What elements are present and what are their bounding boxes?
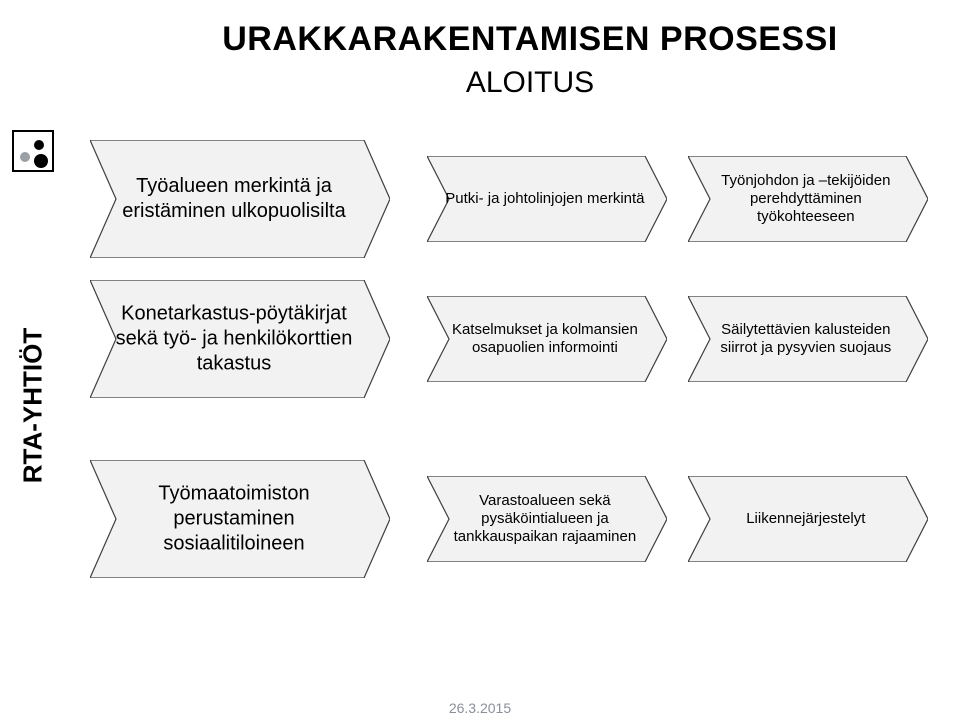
chev-big-1-label: Työalueen merkintä ja eristäminen ulkopu… [106, 174, 362, 224]
flow-row-1: Työalueen merkintä ja eristäminen ulkopu… [90, 140, 940, 258]
flow-row-2: Konetarkastus-pöytäkirjat sekä työ- ja h… [90, 280, 940, 398]
flow-row-3: Työmaatoimiston perustaminen sosiaalitil… [90, 460, 940, 578]
chev-sm-2b-label: Säilytettävien kalusteiden siirrot ja py… [706, 321, 906, 357]
logo-dot-grey [20, 152, 30, 162]
page-subtitle: ALOITUS [120, 66, 940, 100]
chev-sm-2b: Säilytettävien kalusteiden siirrot ja py… [688, 296, 928, 382]
chev-big-1: Työalueen merkintä ja eristäminen ulkopu… [90, 140, 390, 258]
chev-big-2-label: Konetarkastus-pöytäkirjat sekä työ- ja h… [106, 302, 362, 377]
chev-sm-1b-label: Työnjohdon ja –tekijöiden perehdyttämine… [706, 172, 906, 226]
chev-sm-2a-label: Katselmukset ja kolmansien osapuolien in… [445, 321, 645, 357]
rta-logo-icon [12, 130, 54, 172]
chev-sm-3b-label: Liikennejärjestelyt [706, 510, 906, 528]
page-title: URAKKARAKENTAMISEN PROSESSI [120, 20, 940, 59]
chev-sm-1a-label: Putki- ja johtolinjojen merkintä [445, 190, 645, 208]
logo-dot-black-small [34, 140, 44, 150]
chev-big-2: Konetarkastus-pöytäkirjat sekä työ- ja h… [90, 280, 390, 398]
logo-dot-black-large [34, 154, 48, 168]
chev-sm-3b: Liikennejärjestelyt [688, 476, 928, 562]
chev-big-3: Työmaatoimiston perustaminen sosiaalitil… [90, 460, 390, 578]
chev-sm-1a: Putki- ja johtolinjojen merkintä [427, 156, 667, 242]
chev-sm-2a: Katselmukset ja kolmansien osapuolien in… [427, 296, 667, 382]
chev-big-3-label: Työmaatoimiston perustaminen sosiaalitil… [106, 482, 362, 557]
chev-sm-3a-label: Varastoalueen sekä pysäköintialueen ja t… [445, 492, 645, 546]
chev-sm-1b: Työnjohdon ja –tekijöiden perehdyttämine… [688, 156, 928, 242]
sidebar-vertical-text: RTA-YHTIÖT [18, 328, 49, 484]
footer-date: 26.3.2015 [0, 700, 960, 716]
slide: URAKKARAKENTAMISEN PROSESSI ALOITUS RTA-… [0, 0, 960, 728]
sidebar-logo-block: RTA-YHTIÖT [12, 130, 54, 560]
chev-sm-3a: Varastoalueen sekä pysäköintialueen ja t… [427, 476, 667, 562]
